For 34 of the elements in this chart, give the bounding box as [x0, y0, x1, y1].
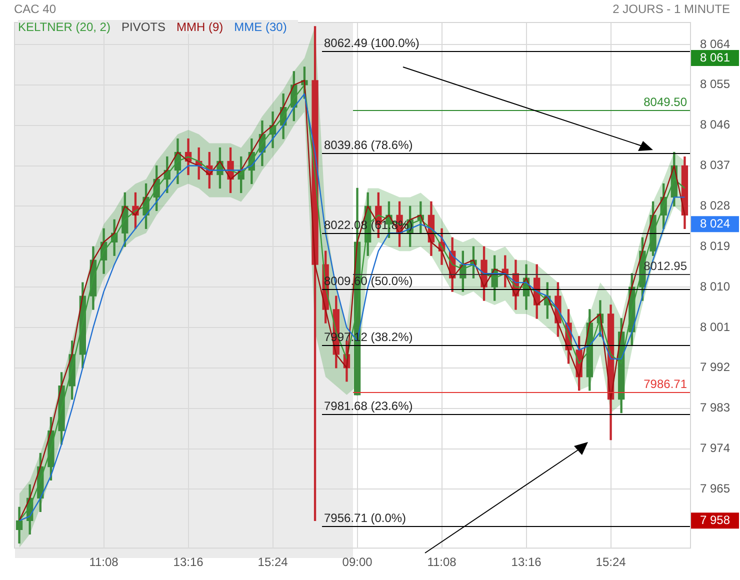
chart-subtitle: 2 JOURS - 1 MINUTE: [612, 2, 730, 16]
annotation: PIVOTS: [121, 20, 166, 34]
x-tick-label: 15:24: [258, 555, 288, 570]
y-tick-label: 8 061: [700, 50, 730, 64]
y-tick-label: 8 046: [700, 118, 730, 132]
y-tick-label: 8 024: [700, 216, 730, 230]
x-tick-label: 15:24: [596, 555, 626, 570]
chart-title: CAC 40: [14, 2, 56, 16]
y-tick-label: 7 992: [700, 360, 730, 374]
y-tick-label: 7 983: [700, 400, 730, 415]
y-tick-label: 8 028: [700, 198, 730, 212]
text: MME (30): [234, 20, 287, 34]
y-tick-label: 7 965: [700, 482, 730, 496]
ref-line-label: 7981.68 (23.6%): [324, 398, 413, 413]
y-tick-label: 8 019: [700, 238, 730, 253]
x-tick-label: 11:08: [89, 555, 119, 570]
ref-line-label: 7956.71 (0.0%): [324, 510, 406, 525]
x-tick-label: 09:00: [342, 555, 373, 570]
y-tick-label: 8 010: [700, 279, 730, 294]
text: KELTNER (20, 2): [18, 20, 110, 34]
y-tick-label: 8 001: [700, 320, 730, 334]
x-tick-label: 13:16: [173, 555, 204, 570]
ref-line-label: 8049.50: [644, 94, 688, 109]
text: MMH (9): [176, 20, 224, 34]
ref-line-label: 7986.71: [644, 376, 688, 391]
y-tick-label: 8 037: [700, 158, 730, 172]
y-tick-label: 7 958: [700, 512, 730, 527]
x-tick-label: 11:08: [427, 555, 457, 570]
ref-line-label: 8062.49 (100.0%): [324, 36, 420, 50]
y-tick-label: 8 064: [700, 36, 730, 51]
y-tick-label: 7 974: [700, 441, 730, 456]
ref-line-label: 8039.86 (78.6%): [324, 138, 413, 152]
y-tick-label: 8 055: [700, 77, 730, 92]
x-tick-label: 13:16: [511, 555, 542, 570]
